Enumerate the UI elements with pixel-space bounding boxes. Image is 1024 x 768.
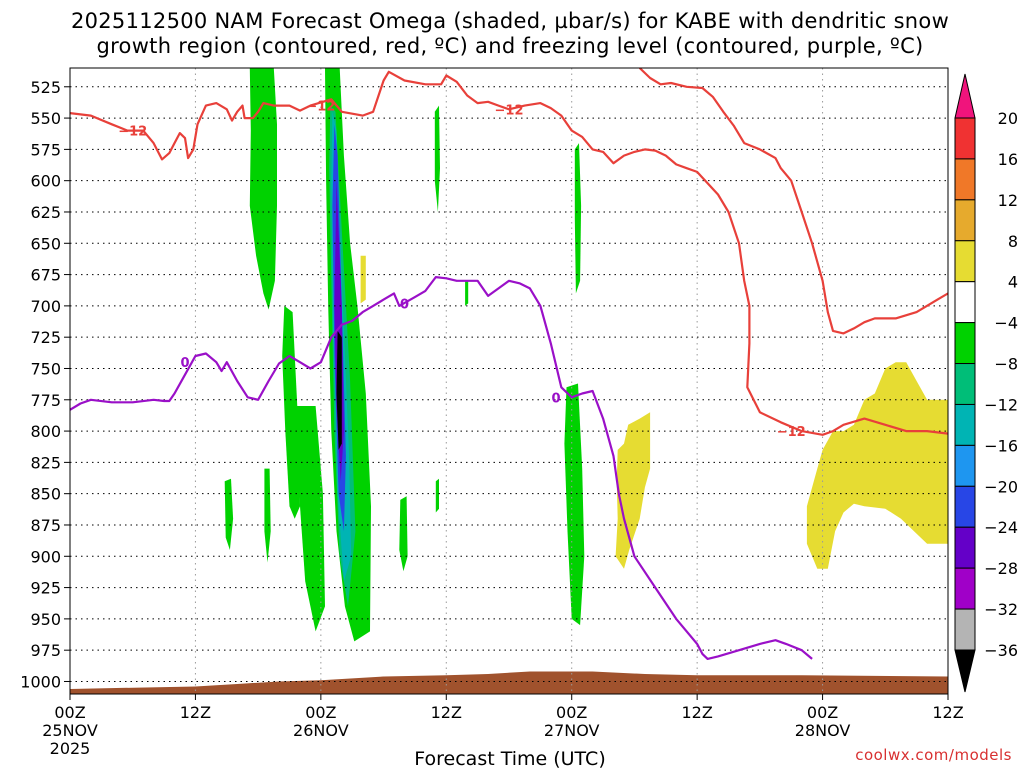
x-tick-year-0: 2025 bbox=[50, 739, 91, 758]
freezing-contour-label-1: 0 bbox=[400, 297, 409, 312]
y-tick-label-650: 650 bbox=[30, 234, 61, 253]
omega-region-18-4-to-8 bbox=[616, 412, 651, 569]
dendritic-contour-label-3: −12 bbox=[777, 425, 806, 440]
omega-region-11-m8-to-m4 bbox=[399, 496, 407, 571]
freezing-contour-label-2: 0 bbox=[552, 391, 561, 406]
y-tick-label-825: 825 bbox=[30, 453, 61, 472]
omega-colorbar: 20 16 12 8 4 −4 −8 −12 −16 −20 −24 −28 −32 −36 bbox=[955, 74, 1018, 692]
x-tick-date-72: 28NOV bbox=[795, 721, 851, 740]
dendritic-contour-label-2: −12 bbox=[495, 103, 524, 118]
omega-time-height-chart: 2025112500 NAM Forecast Omega (shaded, µ… bbox=[0, 0, 1024, 768]
colorbar-label-0: 20 bbox=[998, 109, 1018, 128]
freezing-contour-label-0: 0 bbox=[180, 356, 189, 371]
x-tick-time-60: 12Z bbox=[681, 703, 712, 722]
colorbar-label-2: 12 bbox=[998, 191, 1018, 210]
y-tick-label-700: 700 bbox=[30, 297, 61, 316]
colorbar-bin-10 bbox=[955, 486, 975, 527]
omega-region-13-m8-to-m4 bbox=[435, 106, 440, 212]
y-tick-label-675: 675 bbox=[30, 266, 61, 285]
colorbar-label-4: 4 bbox=[1008, 273, 1018, 292]
colorbar-bin-9 bbox=[955, 445, 975, 486]
y-tick-label-750: 750 bbox=[30, 359, 61, 378]
x-tick-time-12: 12Z bbox=[180, 703, 211, 722]
x-tick-time-84: 12Z bbox=[932, 703, 963, 722]
x-tick-time-48: 00Z bbox=[556, 703, 587, 722]
y-tick-label-575: 575 bbox=[30, 140, 61, 159]
y-tick-label-725: 725 bbox=[30, 328, 61, 347]
y-tick-label-525: 525 bbox=[30, 78, 61, 97]
y-tick-label-875: 875 bbox=[30, 516, 61, 535]
colorbar-top-arrow bbox=[955, 74, 975, 118]
colorbar-label-6: −8 bbox=[994, 355, 1018, 374]
y-tick-label-850: 850 bbox=[30, 485, 61, 504]
contours: −12 −12 −12 −12 0 0 0 bbox=[70, 68, 948, 659]
pressure-axis: 525 550 575 600 625 650 675 700 725 750 775 800 825 8… bbox=[20, 78, 70, 692]
omega-region-12-m8-to-m4 bbox=[436, 479, 439, 513]
x-axis-label: Forecast Time (UTC) bbox=[414, 748, 605, 768]
chart-title-line-2: growth region (contoured, red, ºC) and f… bbox=[96, 34, 923, 58]
plot-area: −12 −12 −12 −12 0 0 0 bbox=[70, 68, 948, 694]
credit-text: coolwx.com/models bbox=[855, 746, 1012, 764]
y-tick-label-775: 775 bbox=[30, 391, 61, 410]
chart-title-line-1: 2025112500 NAM Forecast Omega (shaded, µ… bbox=[71, 9, 949, 33]
omega-region-15-m8-to-m4 bbox=[564, 384, 584, 626]
colorbar-bin-4 bbox=[955, 241, 975, 282]
colorbar-bin-6 bbox=[955, 323, 975, 364]
x-tick-time-36: 12Z bbox=[431, 703, 462, 722]
dendritic-contour-label-1: −12 bbox=[306, 100, 335, 115]
omega-region-17-4-to-8 bbox=[361, 256, 366, 304]
omega-region-8-m8-to-m4 bbox=[295, 406, 325, 631]
y-tick-label-600: 600 bbox=[30, 172, 61, 191]
terrain-surface bbox=[70, 672, 948, 695]
x-tick-date-0: 25NOV bbox=[42, 721, 98, 740]
omega-region-14-m8-to-m4 bbox=[465, 281, 468, 306]
colorbar-bin-7 bbox=[955, 364, 975, 405]
y-tick-label-625: 625 bbox=[30, 203, 61, 222]
colorbar-label-5: −4 bbox=[994, 314, 1018, 333]
omega-region-10-m8-to-m4 bbox=[264, 469, 270, 563]
colorbar-bin-2 bbox=[955, 159, 975, 200]
omega-region-9-m8-to-m4 bbox=[225, 479, 233, 550]
colorbar-label-12: −32 bbox=[984, 600, 1018, 619]
plot-frame bbox=[70, 68, 948, 694]
colorbar-label-13: −36 bbox=[984, 641, 1018, 660]
y-tick-label-800: 800 bbox=[30, 422, 61, 441]
colorbar-label-8: −16 bbox=[984, 436, 1018, 455]
y-tick-label-925: 925 bbox=[30, 579, 61, 598]
omega-region-19-4-to-8 bbox=[807, 362, 948, 569]
y-tick-label-900: 900 bbox=[30, 547, 61, 566]
y-tick-label-550: 550 bbox=[30, 109, 61, 128]
colorbar-label-11: −28 bbox=[984, 559, 1018, 578]
x-tick-time-72: 00Z bbox=[807, 703, 838, 722]
colorbar-bin-12 bbox=[955, 568, 975, 609]
colorbar-bin-8 bbox=[955, 404, 975, 445]
dendritic-contour-line-1 bbox=[640, 68, 948, 333]
grid-lines bbox=[70, 68, 948, 694]
y-tick-label-950: 950 bbox=[30, 610, 61, 629]
freezing-contour-line-0 bbox=[70, 277, 812, 659]
omega-region-16-m8-to-m4 bbox=[575, 143, 581, 293]
x-tick-time-0: 00Z bbox=[54, 703, 85, 722]
colorbar-label-1: 16 bbox=[998, 150, 1018, 169]
colorbar-bin-5 bbox=[955, 282, 975, 323]
x-tick-date-48: 27NOV bbox=[544, 721, 600, 740]
colorbar-bin-1 bbox=[955, 118, 975, 159]
colorbar-label-9: −20 bbox=[984, 477, 1018, 496]
colorbar-bottom-arrow bbox=[955, 650, 975, 692]
dendritic-contour-label-0: −12 bbox=[118, 125, 147, 140]
colorbar-bin-3 bbox=[955, 200, 975, 241]
y-tick-label-975: 975 bbox=[30, 641, 61, 660]
dendritic-contour-line-0 bbox=[70, 72, 948, 435]
colorbar-bin-13 bbox=[955, 609, 975, 650]
x-tick-date-24: 26NOV bbox=[293, 721, 349, 740]
colorbar-label-10: −24 bbox=[984, 518, 1018, 537]
y-tick-label-1000: 1000 bbox=[20, 672, 61, 691]
colorbar-label-7: −12 bbox=[984, 395, 1018, 414]
colorbar-label-3: 8 bbox=[1008, 232, 1018, 251]
colorbar-bin-11 bbox=[955, 527, 975, 568]
omega-shading bbox=[225, 68, 948, 641]
x-tick-time-24: 00Z bbox=[305, 703, 336, 722]
